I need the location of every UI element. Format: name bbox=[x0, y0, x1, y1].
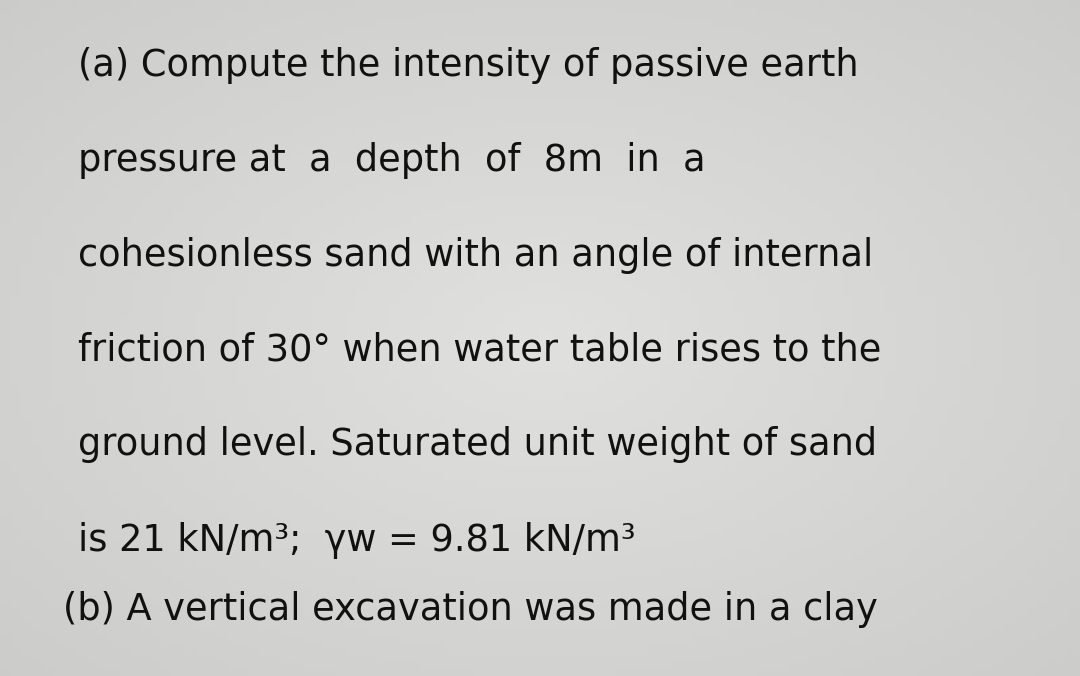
Text: ground level. Saturated unit weight of sand: ground level. Saturated unit weight of s… bbox=[78, 426, 877, 463]
Text: (b) A vertical excavation was made in a clay: (b) A vertical excavation was made in a … bbox=[63, 592, 878, 629]
Text: pressure at  a  depth  of  8m  in  a: pressure at a depth of 8m in a bbox=[78, 142, 705, 179]
Text: cohesionless sand with an angle of internal: cohesionless sand with an angle of inter… bbox=[78, 237, 873, 274]
Text: is 21 kN/m³;  γw = 9.81 kN/m³: is 21 kN/m³; γw = 9.81 kN/m³ bbox=[78, 522, 635, 559]
Text: (a) Compute the intensity of passive earth: (a) Compute the intensity of passive ear… bbox=[78, 47, 859, 84]
Text: friction of 30° when water table rises to the: friction of 30° when water table rises t… bbox=[78, 331, 881, 368]
